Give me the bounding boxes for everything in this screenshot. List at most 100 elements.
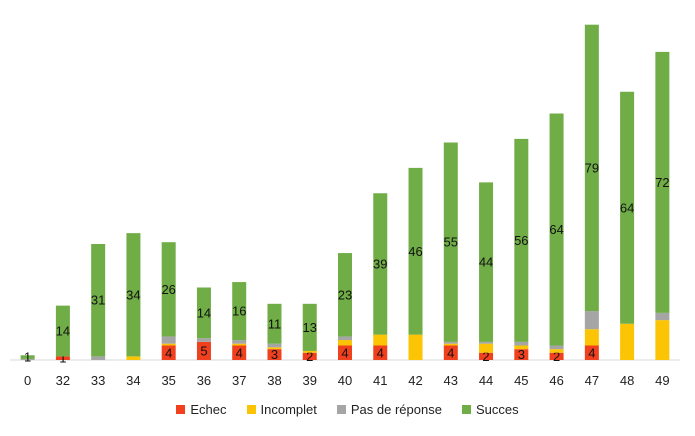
data-label-succes-42: 46: [408, 244, 422, 259]
data-label-succes-44: 44: [479, 255, 493, 270]
bar-segment-incomplet-46: [549, 349, 564, 353]
bar-segment-succes-0: [20, 355, 35, 359]
data-label-succes-49: 72: [655, 175, 669, 190]
data-label-echec-44: 2: [482, 349, 489, 364]
data-label-succes-0: 1: [24, 350, 31, 365]
x-tick-label-44: 44: [479, 373, 493, 388]
bar-segment-incomplet-49: [655, 320, 670, 361]
bar-segment-incomplet-37: [232, 343, 247, 346]
legend-item-succes: Succes: [461, 402, 519, 417]
bar-segment-succes-35: [161, 242, 176, 337]
data-label-succes-40: 23: [338, 287, 352, 302]
bar-segment-incomplet-47: [584, 329, 599, 346]
bar-segment-pas-de-r-ponse-43: [443, 341, 458, 344]
x-tick-label-0: 0: [24, 373, 31, 388]
legend-item-pas-de-r-ponse: Pas de réponse: [336, 402, 442, 417]
x-tick-label-32: 32: [56, 373, 70, 388]
bar-segment-succes-47: [584, 24, 599, 312]
data-label-succes-35: 26: [161, 282, 175, 297]
bar-segment-echec-40: [338, 345, 352, 360]
data-label-echec-47: 4: [588, 345, 595, 360]
bar-segment-succes-40: [338, 253, 352, 337]
data-label-succes-46: 64: [549, 222, 563, 237]
legend-swatch-pas-de-r-ponse: [336, 405, 346, 414]
x-tick-label-46: 46: [549, 373, 563, 388]
bar-segment-incomplet-44: [479, 343, 494, 353]
bar-segment-echec-38: [267, 349, 282, 361]
bar-segment-succes-43: [443, 142, 458, 342]
bar-segment-pas-de-r-ponse-36: [196, 338, 211, 342]
x-tick-label-38: 38: [267, 373, 281, 388]
x-tick-label-33: 33: [91, 373, 105, 388]
x-tick-label-48: 48: [620, 373, 634, 388]
bar-segment-pas-de-r-ponse-47: [584, 311, 599, 330]
legend-label-echec: Echec: [190, 402, 227, 417]
bar-segment-pas-de-r-ponse-46: [549, 345, 564, 350]
data-label-echec-38: 3: [271, 347, 278, 362]
bar-segment-pas-de-r-ponse-49: [655, 312, 670, 321]
bar-segment-incomplet-42: [408, 334, 423, 361]
bar-segment-succes-45: [514, 138, 529, 342]
bar-segment-incomplet-40: [338, 340, 352, 346]
bar-segment-incomplet-34: [126, 356, 141, 361]
data-label-echec-46: 2: [553, 349, 560, 364]
data-label-succes-32: 14: [56, 324, 70, 339]
bar-segment-incomplet-38: [267, 347, 282, 350]
legend-label-succes: Succes: [475, 402, 519, 417]
data-label-succes-47: 79: [585, 160, 599, 175]
bar-segment-succes-48: [620, 91, 635, 324]
data-label-echec-39: 2: [306, 349, 313, 364]
x-tick-label-43: 43: [444, 373, 458, 388]
x-tick-label-34: 34: [126, 373, 140, 388]
bar-segment-succes-44: [479, 182, 494, 342]
bar-segment-pas-de-r-ponse-45: [514, 341, 529, 346]
bar-segment-echec-46: [549, 352, 564, 360]
bar-segment-succes-39: [302, 303, 317, 351]
bar-segment-pas-de-r-ponse-33: [91, 356, 106, 361]
legend-item-echec: Echec: [176, 402, 227, 417]
x-tick-label-36: 36: [197, 373, 211, 388]
bar-segment-incomplet-43: [443, 343, 458, 346]
bar-segment-echec-32: [55, 356, 70, 361]
bar-segment-pas-de-r-ponse-40: [338, 336, 352, 341]
bar-segment-succes-37: [232, 282, 247, 341]
data-label-echec-45: 3: [518, 347, 525, 362]
bar-segment-pas-de-r-ponse-35: [161, 336, 176, 344]
legend-label-pas-de-r-ponse: Pas de réponse: [350, 402, 442, 417]
data-label-echec-36: 5: [200, 343, 207, 358]
bar-segment-incomplet-39: [302, 350, 317, 353]
bar-segment-succes-32: [55, 305, 70, 357]
x-tick-label-39: 39: [303, 373, 317, 388]
bar-segment-succes-38: [267, 303, 282, 344]
x-tick-label-47: 47: [585, 373, 599, 388]
bar-segment-incomplet-41: [373, 334, 388, 346]
bar-segment-echec-43: [443, 345, 458, 360]
x-tick-label-49: 49: [655, 373, 669, 388]
chart-legend: Echec Incomplet Pas de réponse Succes: [0, 402, 695, 417]
bar-segment-succes-41: [373, 193, 388, 335]
bar-segment-echec-39: [302, 352, 317, 360]
bar-segment-succes-49: [655, 51, 670, 313]
data-label-succes-38: 11: [268, 316, 282, 331]
bar-segment-pas-de-r-ponse-0: [20, 358, 35, 360]
x-tick-label-42: 42: [408, 373, 422, 388]
x-tick-label-45: 45: [514, 373, 528, 388]
legend-swatch-incomplet: [246, 405, 256, 414]
x-tick-label-40: 40: [338, 373, 352, 388]
bar-segment-echec-44: [479, 352, 494, 360]
data-label-succes-36: 14: [197, 305, 211, 320]
data-label-echec-43: 4: [447, 345, 454, 360]
data-label-succes-41: 39: [373, 256, 387, 271]
bar-segment-echec-37: [232, 345, 247, 360]
x-tick-label-41: 41: [373, 373, 387, 388]
bar-segment-echec-35: [161, 345, 176, 360]
legend-swatch-echec: [176, 405, 186, 414]
bar-segment-echec-45: [514, 349, 529, 361]
bar-segment-echec-36: [196, 341, 211, 361]
data-label-echec-37: 4: [236, 345, 243, 360]
bar-segment-pas-de-r-ponse-44: [479, 341, 494, 344]
bar-segment-succes-46: [549, 113, 564, 346]
data-label-succes-37: 16: [232, 304, 246, 319]
